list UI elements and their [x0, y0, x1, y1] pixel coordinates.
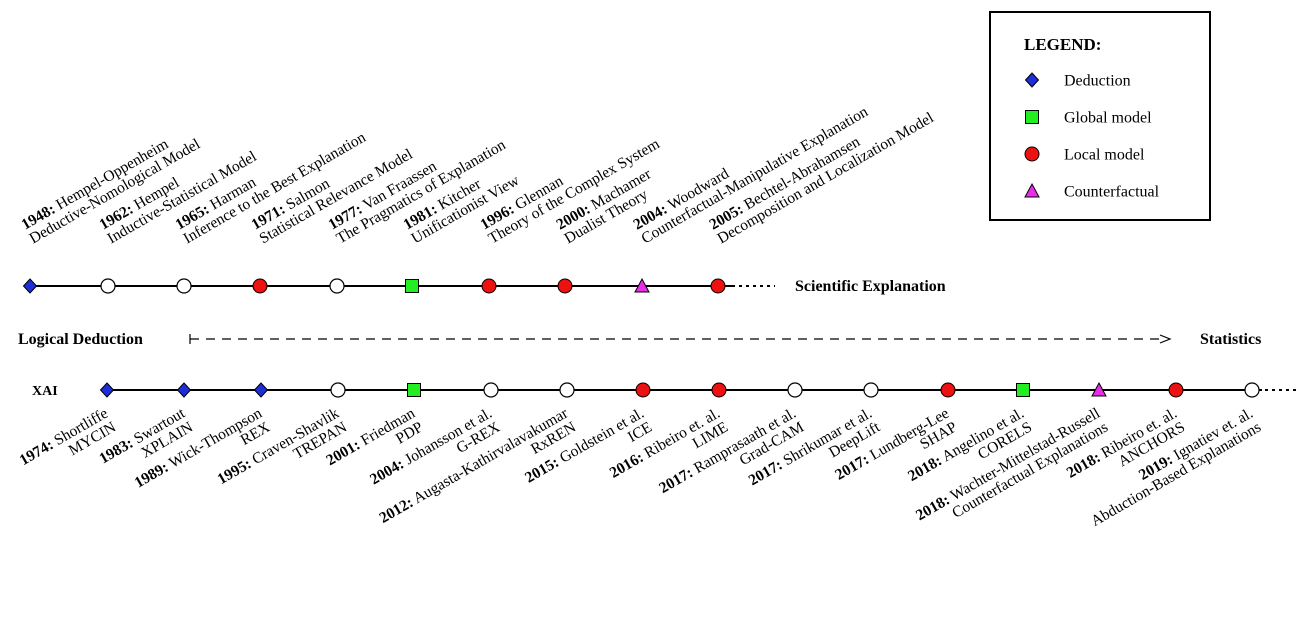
legend: LEGEND: Deduction Global model Local model… — [989, 11, 1211, 221]
scientific-event-marker-6 — [481, 278, 497, 294]
axis-right-label: Statistics — [1200, 331, 1261, 348]
scientific-event-marker-3 — [252, 278, 268, 294]
deduction-statistics-axis: Logical Deduction Statistics — [18, 331, 1261, 348]
xai-event-marker-14 — [1168, 382, 1184, 398]
xai-event-marker-0 — [99, 382, 115, 398]
scientific-event-marker-9 — [710, 278, 726, 294]
legend-square-marker — [1025, 110, 1039, 124]
scientific-event-marker-4 — [329, 278, 345, 294]
legend-items: Deduction Global model Local model Counterf… — [1024, 72, 1160, 201]
scientific-event-marker-0 — [22, 278, 38, 294]
xai-event-marker-8 — [711, 382, 727, 398]
xai-event-marker-11 — [940, 382, 956, 398]
scientific-timeline: Scientific Explanation 1948: Hempel-Oppe… — [19, 103, 946, 295]
scientific-event-marker-1 — [100, 278, 116, 294]
scientific-event-marker-5 — [405, 279, 419, 293]
axis-left-label: Logical Deduction — [18, 331, 143, 348]
xai-event-marker-12 — [1016, 383, 1030, 397]
legend-label-circle: Local model — [1064, 147, 1145, 164]
xai-event-marker-4 — [407, 383, 421, 397]
scientific-event-labels: 1948: Hempel-OppenheimDeductive-Nomologi… — [19, 103, 937, 247]
legend-label-diamond: Deduction — [1064, 73, 1131, 90]
xai-event-markers — [99, 381, 1260, 398]
scientific-event-marker-8 — [634, 277, 650, 293]
scientific-event-marker-2 — [176, 278, 192, 294]
xai-event-marker-2 — [253, 382, 269, 398]
xai-event-marker-6 — [559, 382, 575, 398]
xai-timeline-title: XAI — [32, 384, 58, 399]
axis-arrow-head — [1159, 334, 1172, 344]
legend-triangle-marker — [1024, 182, 1040, 198]
legend-circle-marker — [1024, 146, 1040, 162]
svg-text:2017: Ramprasaath et al.: 2017: Ramprasaath et al. — [656, 405, 799, 497]
legend-title: LEGEND: — [1024, 35, 1101, 54]
xai-event-marker-9 — [787, 382, 803, 398]
xai-event-marker-3 — [330, 382, 346, 398]
legend-diamond-marker — [1024, 72, 1040, 88]
xai-event-marker-1 — [176, 382, 192, 398]
scientific-event-marker-7 — [557, 278, 573, 294]
xai-event-marker-7 — [635, 382, 651, 398]
xai-event-marker-13 — [1091, 381, 1107, 397]
legend-label-triangle: Counterfactual — [1064, 184, 1160, 201]
xai-event-marker-5 — [483, 382, 499, 398]
legend-label-square: Global model — [1064, 110, 1152, 127]
scientific-event-markers — [22, 277, 726, 294]
xai-event-marker-15 — [1244, 382, 1260, 398]
xai-event-marker-10 — [863, 382, 879, 398]
scientific-timeline-title: Scientific Explanation — [795, 278, 946, 295]
